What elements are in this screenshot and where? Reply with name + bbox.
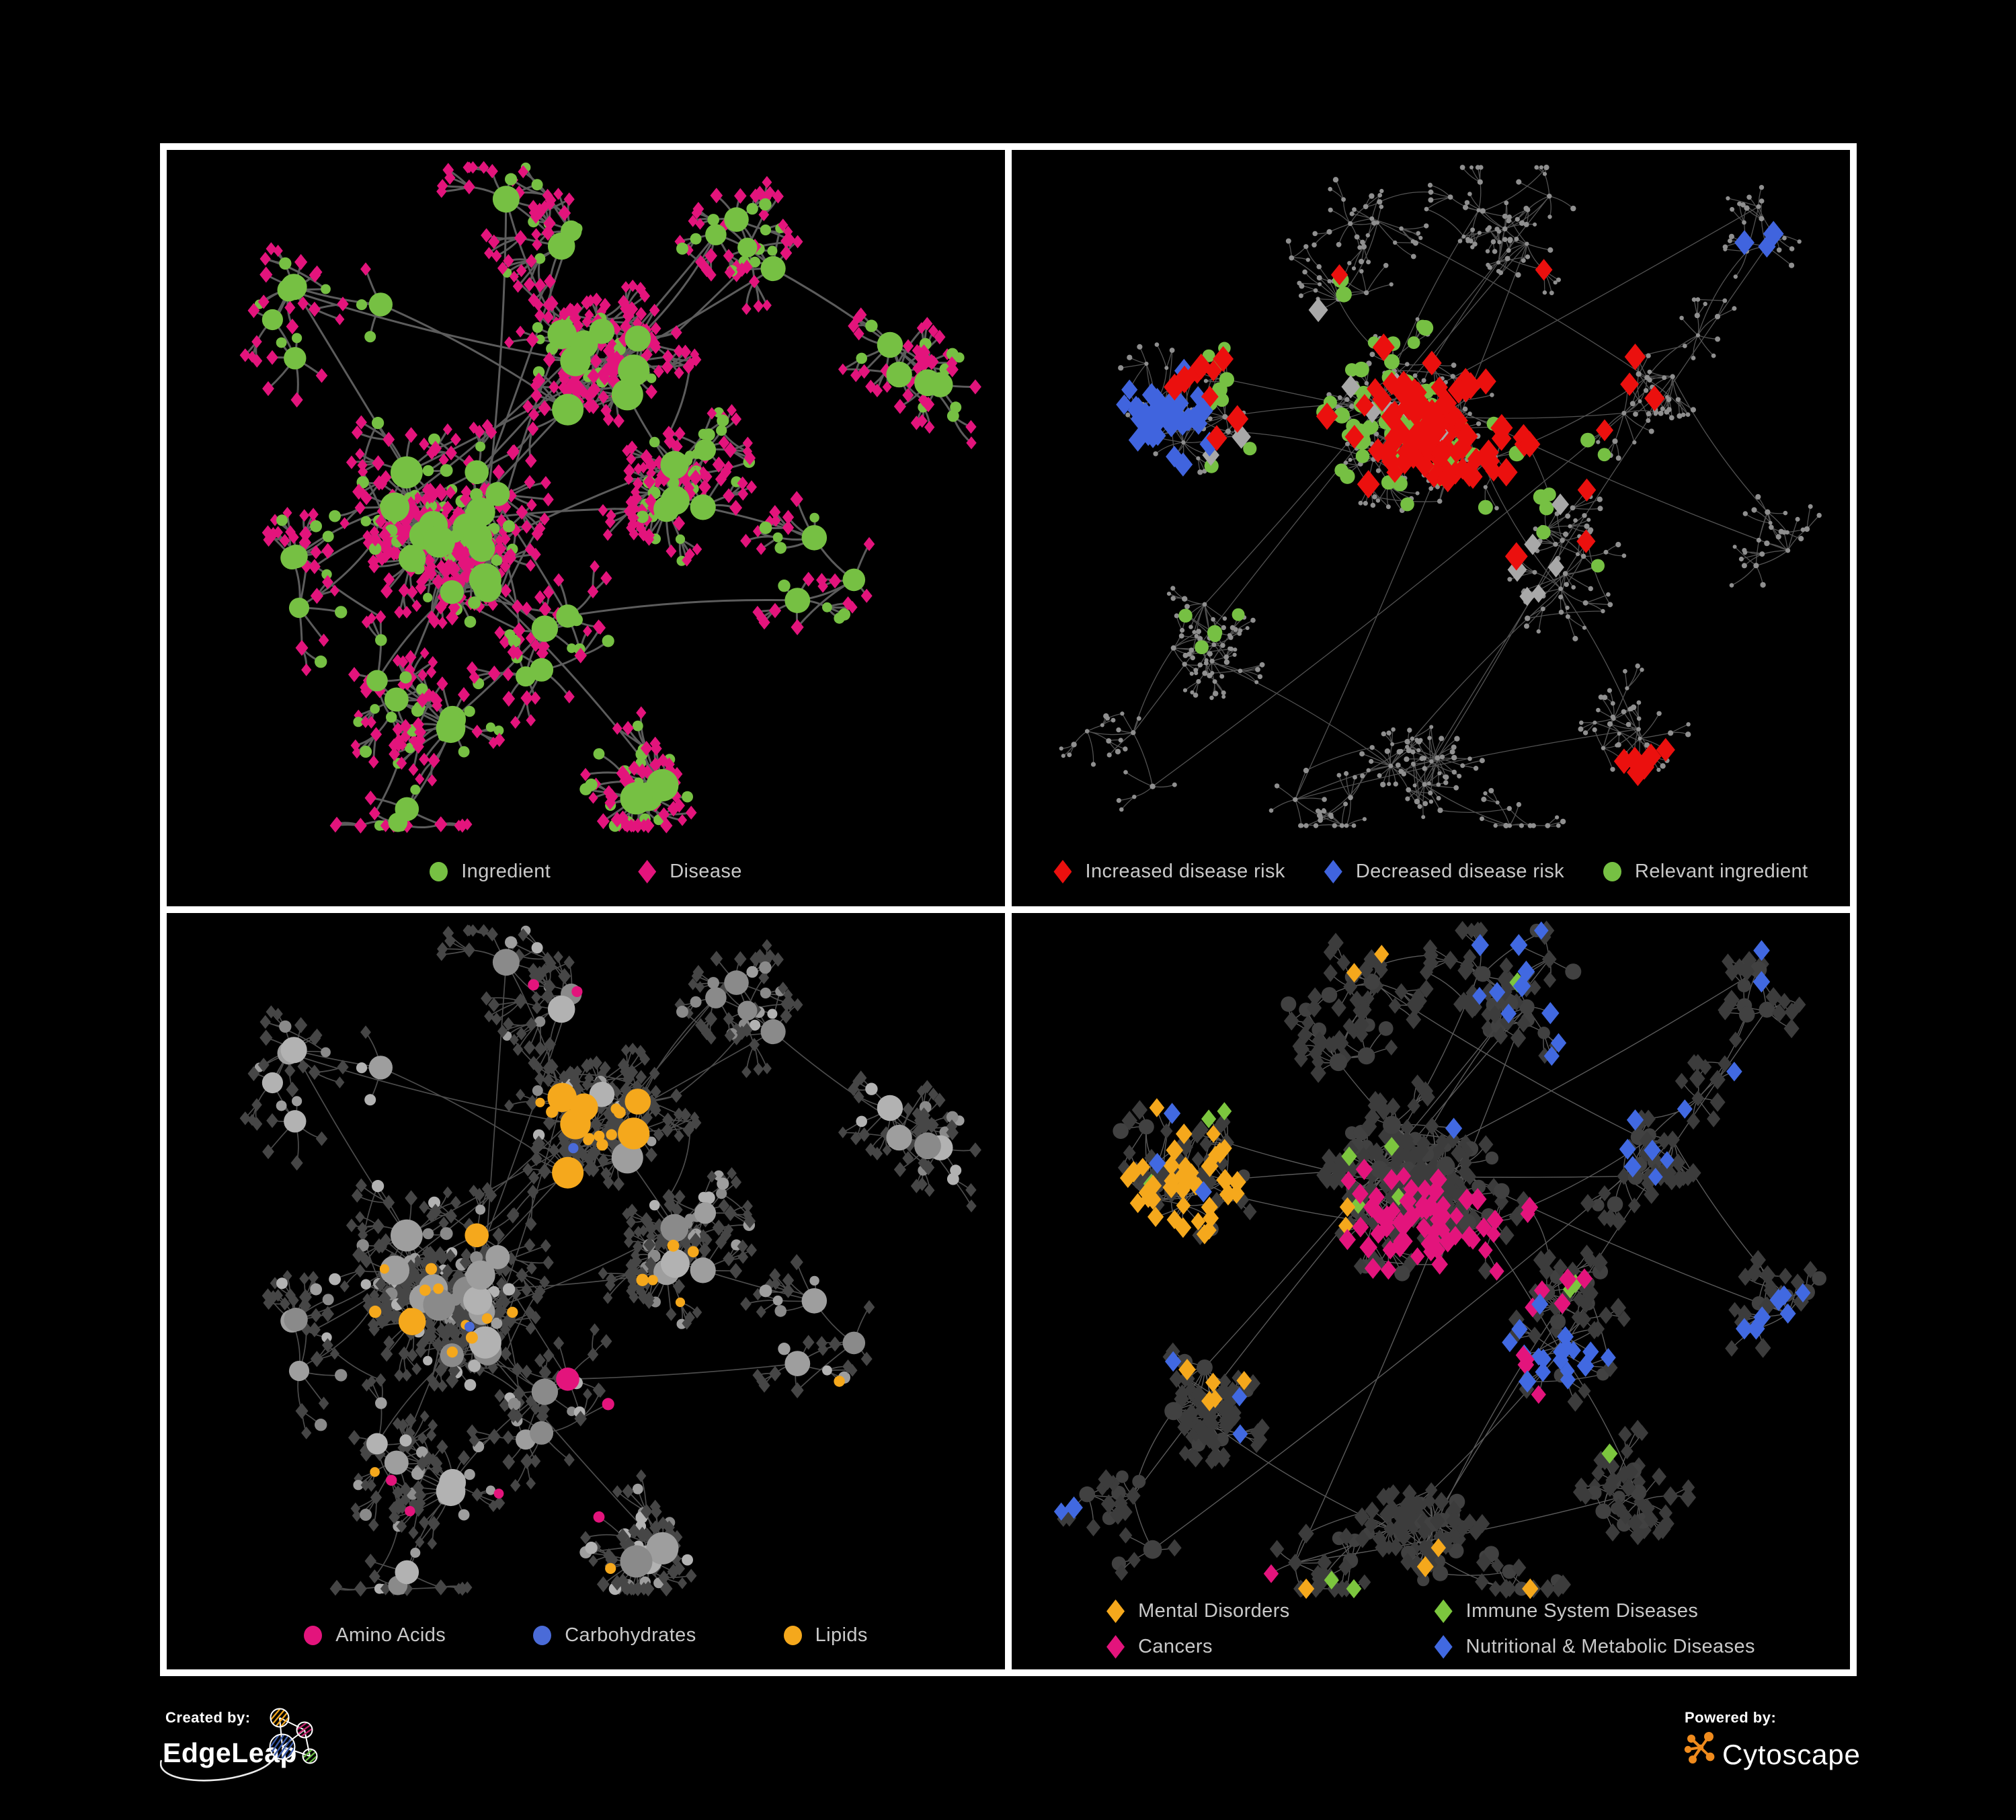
legend-swatch-diamond bbox=[1434, 1635, 1453, 1659]
cytoscape-icon bbox=[1684, 1732, 1715, 1764]
legend-label: Carbohydrates bbox=[565, 1624, 696, 1646]
legend-swatch-circle bbox=[533, 1626, 552, 1645]
legend-item-nutritional-metabolic-diseases: Nutritional & Metabolic Diseases bbox=[1434, 1635, 1755, 1659]
edgeleap-node-green bbox=[302, 1748, 318, 1764]
legend-swatch-circle bbox=[1603, 862, 1622, 881]
legend-item-disease: Disease bbox=[638, 860, 742, 883]
legend-swatch-circle bbox=[783, 1626, 802, 1645]
legend-item-relevant-ingredient: Relevant ingredient bbox=[1603, 861, 1808, 883]
legend-item-mental-disorders: Mental Disorders bbox=[1106, 1599, 1290, 1623]
panel-ingredient-disease: Ingredient Disease bbox=[167, 150, 1005, 906]
edgeleap-network-mark bbox=[269, 1708, 318, 1764]
legend-label: Immune System Diseases bbox=[1465, 1600, 1699, 1622]
edgeleap-node-blue bbox=[269, 1733, 296, 1760]
legend-item-increased-disease-risk: Increased disease risk bbox=[1053, 860, 1285, 883]
legend-macronutrients: Amino Acids Carbohydrates Lipids bbox=[167, 1624, 1005, 1647]
edgeleap-attribution: Created by: EdgeLeap bbox=[160, 1706, 375, 1817]
legend-item-amino-acids: Amino Acids bbox=[304, 1624, 446, 1647]
legend-swatch-diamond bbox=[1106, 1635, 1125, 1659]
created-by-label: Created by: bbox=[165, 1709, 251, 1726]
cytoscape-wordmark: Cytoscape bbox=[1722, 1739, 1861, 1770]
network-macronutrients bbox=[239, 924, 981, 1597]
edgeleap-swoosh bbox=[160, 1747, 276, 1782]
legend-label: Nutritional & Metabolic Diseases bbox=[1465, 1636, 1755, 1657]
edgeleap-logo: Created by: EdgeLeap bbox=[160, 1708, 318, 1782]
legend-label: Disease bbox=[670, 861, 742, 882]
cytoscape-logo: Powered by: Cytoscape bbox=[1684, 1709, 1861, 1770]
network-disease-categories bbox=[1053, 920, 1826, 1599]
legend-label: Relevant ingredient bbox=[1635, 861, 1808, 882]
legend-swatch-diamond bbox=[1053, 860, 1072, 883]
network-ingredient-disease bbox=[239, 161, 981, 834]
legend-swatch-diamond bbox=[1324, 860, 1342, 883]
legend-label: Decreased disease risk bbox=[1355, 861, 1565, 882]
powered-by-label: Powered by: bbox=[1685, 1709, 1776, 1726]
panel-disease-risk: Increased disease risk Decreased disease … bbox=[1012, 150, 1850, 906]
legend-item-decreased-disease-risk: Decreased disease risk bbox=[1324, 860, 1564, 883]
edgeleap-node-magenta bbox=[296, 1721, 313, 1739]
legend-swatch-diamond bbox=[1106, 1599, 1125, 1623]
legend-label: Cancers bbox=[1138, 1636, 1213, 1657]
legend-disease-risk: Increased disease risk Decreased disease … bbox=[1012, 860, 1850, 883]
legend-item-carbohydrates: Carbohydrates bbox=[533, 1624, 696, 1647]
legend-label: Increased disease risk bbox=[1085, 861, 1285, 882]
panel-disease-categories: Mental Disorders Cancers Immune System Dis… bbox=[1012, 913, 1850, 1669]
legend-swatch-diamond bbox=[638, 860, 657, 883]
edgeleap-node-amber bbox=[270, 1708, 290, 1728]
cytoscape-attribution: Powered by: Cytoscape bbox=[1679, 1706, 1962, 1817]
legend-swatch-diamond bbox=[1434, 1599, 1453, 1623]
legend-item-immune-system-diseases: Immune System Diseases bbox=[1434, 1599, 1755, 1623]
legend-item-ingredient: Ingredient bbox=[430, 861, 551, 883]
panel-macronutrients: Amino Acids Carbohydrates Lipids bbox=[167, 913, 1005, 1669]
legend-item-lipids: Lipids bbox=[783, 1624, 868, 1647]
panels-grid: Ingredient Disease Increased disease risk… bbox=[160, 143, 1857, 1676]
legend-disease-categories: Mental Disorders Cancers Immune System Dis… bbox=[1012, 1599, 1850, 1659]
legend-label: Amino Acids bbox=[335, 1624, 446, 1646]
legend-swatch-circle bbox=[304, 1626, 323, 1645]
legend-label: Lipids bbox=[815, 1624, 868, 1646]
legend-ingredient-disease: Ingredient Disease bbox=[167, 860, 1005, 883]
legend-label: Mental Disorders bbox=[1138, 1600, 1290, 1622]
legend-swatch-circle bbox=[430, 862, 448, 881]
legend-label: Ingredient bbox=[461, 861, 551, 882]
network-disease-risk bbox=[1059, 164, 1822, 829]
legend-item-cancers: Cancers bbox=[1106, 1635, 1290, 1659]
